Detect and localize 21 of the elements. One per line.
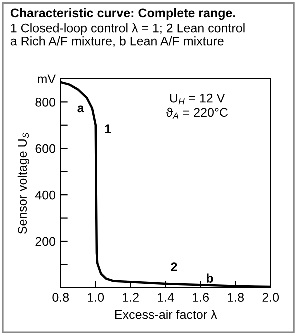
x-tick-label: 1.6: [193, 293, 210, 302]
y-tick-label: mV: [38, 74, 56, 84]
y-tick-label: 800: [36, 98, 56, 107]
x-tick-label: 0.8: [52, 293, 70, 302]
annotation: 1: [105, 124, 112, 134]
y-tick-label: 200: [36, 237, 56, 246]
annotation: a: [78, 106, 84, 113]
text: U$_{H}$ = 12 V ϑ$_{A}$ = 220°C: [166, 94, 228, 119]
y-tick-label: 600: [36, 144, 56, 154]
chart-title: Characteristic curve: Complete range.: [10, 8, 236, 20]
x-tick-label: 1.4: [158, 293, 174, 302]
y-tick-label: 400: [35, 190, 56, 200]
annotation: b: [206, 274, 214, 283]
x-tick-label: 1.2: [123, 293, 139, 302]
y-axis-title: Sensor voltage U$_{S}$: [18, 132, 30, 234]
x-tick-label: 2.0: [262, 293, 280, 302]
x-axis-title: Excess-air factor λ: [116, 310, 218, 320]
x-tick-label: 1.8: [228, 293, 244, 302]
annotation: 2: [171, 262, 178, 272]
chart-subtitle: 1 Closed-loop control λ = 1; 2 Lean control a Rich A/F mixture, b Lean A/F mixture: [10, 24, 245, 48]
x-tick-label: 1.0: [88, 293, 104, 302]
